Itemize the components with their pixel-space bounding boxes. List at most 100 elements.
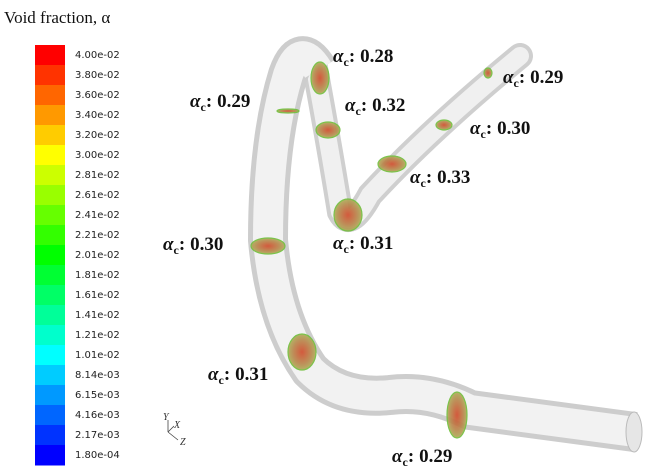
color-band <box>35 285 65 306</box>
color-band <box>35 265 65 286</box>
annotation-value: 0.31 <box>360 233 393 254</box>
annotation-separator: : <box>361 95 367 116</box>
color-band <box>35 405 65 426</box>
axis-label: X <box>173 420 181 431</box>
colorbar-label: 6.15e-03 <box>75 390 120 401</box>
colorbar-label: 3.80e-02 <box>75 70 120 81</box>
annotation-subscript: c <box>219 373 225 387</box>
annotation-value: 0.33 <box>437 167 470 188</box>
annotation-symbol: α <box>333 233 344 254</box>
annotation-separator: : <box>408 446 414 467</box>
annotation-value: 0.30 <box>497 118 530 139</box>
annotation-subscript: c <box>344 242 350 256</box>
annotation: αc: 0.28 <box>333 46 393 69</box>
annotation-subscript: c <box>403 455 409 469</box>
annotation-symbol: α <box>503 67 514 88</box>
annotation-symbol: α <box>345 95 356 116</box>
triad-lines <box>167 420 179 441</box>
annotation-subscript: c <box>344 55 350 69</box>
annotation: αc: 0.32 <box>345 95 405 118</box>
cross-section <box>287 333 317 371</box>
annotation: αc: 0.33 <box>410 167 470 190</box>
colorbar: 4.00e-02 3.80e-02 3.60e-02 3.40e-02 3.20e-02… <box>35 45 120 466</box>
color-band <box>35 425 65 446</box>
annotation: αc: 0.31 <box>333 233 393 256</box>
cross-section <box>310 61 330 95</box>
annotation: αc: 0.29 <box>503 67 563 90</box>
color-band <box>35 225 65 246</box>
annotation-symbol: α <box>410 167 421 188</box>
annotation-separator: : <box>519 67 525 88</box>
colorbar-label: 1.81e-02 <box>75 270 120 281</box>
annotation: αc: 0.29 <box>392 446 452 469</box>
colorbar-label: 2.81e-02 <box>75 170 120 181</box>
colorbar-label: 2.61e-02 <box>75 190 120 201</box>
color-band <box>35 385 65 406</box>
annotation: αc: 0.31 <box>208 364 268 387</box>
colorbar-label: 1.61e-02 <box>75 290 120 301</box>
annotation-subscript: c <box>356 104 362 118</box>
color-band <box>35 45 65 66</box>
color-band <box>35 345 65 366</box>
annotation: αc: 0.29 <box>190 91 250 114</box>
annotation-separator: : <box>349 46 355 67</box>
cross-section <box>483 67 493 79</box>
annotation-value: 0.32 <box>372 95 405 116</box>
annotation-separator: : <box>349 233 355 254</box>
annotation-symbol: α <box>333 46 344 67</box>
axis-label: Y <box>163 412 170 423</box>
annotation-value: 0.30 <box>190 234 223 255</box>
annotation-subscript: c <box>174 243 180 257</box>
colorbar-label: 4.16e-03 <box>75 410 120 421</box>
color-band <box>35 185 65 206</box>
color-band <box>35 65 65 86</box>
pipe <box>247 36 643 453</box>
color-band <box>35 105 65 126</box>
annotation-symbol: α <box>163 234 174 255</box>
annotation-value: 0.29 <box>419 446 452 467</box>
annotation-symbol: α <box>470 118 481 139</box>
colorbar-label: 2.01e-02 <box>75 250 120 261</box>
annotation-separator: : <box>206 91 212 112</box>
color-band <box>35 325 65 346</box>
pipe-main <box>252 41 637 447</box>
axis-label: Z <box>180 437 186 448</box>
color-band <box>35 145 65 166</box>
colorbar-label: 2.41e-02 <box>75 210 120 221</box>
colorbar-label: 1.41e-02 <box>75 310 120 321</box>
colorbar-label: 3.60e-02 <box>75 90 120 101</box>
colorbar-label: 3.00e-02 <box>75 150 120 161</box>
color-band <box>35 125 65 146</box>
color-band <box>35 205 65 226</box>
annotation-symbol: α <box>392 446 403 467</box>
colorbar-label: 8.14e-03 <box>75 370 120 381</box>
annotation-value: 0.29 <box>530 67 563 88</box>
color-band <box>35 85 65 106</box>
annotation: αc: 0.30 <box>163 234 223 257</box>
annotation-subscript: c <box>421 176 427 190</box>
color-band <box>35 165 65 186</box>
annotation-separator: : <box>179 234 185 255</box>
annotation-separator: : <box>486 118 492 139</box>
colorbar-label: 4.00e-02 <box>75 50 120 61</box>
annotation-symbol: α <box>190 91 201 112</box>
cross-section <box>315 121 341 139</box>
annotation-symbol: α <box>208 364 219 385</box>
color-band <box>35 245 65 266</box>
color-band <box>35 365 65 386</box>
colorbar-label: 3.20e-02 <box>75 130 120 141</box>
cross-section <box>435 119 453 131</box>
colorbar-label: 1.80e-04 <box>75 450 120 461</box>
colorbar-label: 2.21e-02 <box>75 230 120 241</box>
colorbar-label: 1.01e-02 <box>75 350 120 361</box>
colorbar-label: 3.40e-02 <box>75 110 120 121</box>
axis-triad: Y X Z <box>163 412 186 448</box>
annotation-subscript: c <box>201 100 207 114</box>
cross-section <box>377 155 407 173</box>
cross-section <box>250 237 286 255</box>
annotation-subscript: c <box>481 127 487 141</box>
colorbar-label: 2.17e-03 <box>75 430 120 441</box>
cross-section <box>276 108 300 114</box>
color-band <box>35 445 65 466</box>
